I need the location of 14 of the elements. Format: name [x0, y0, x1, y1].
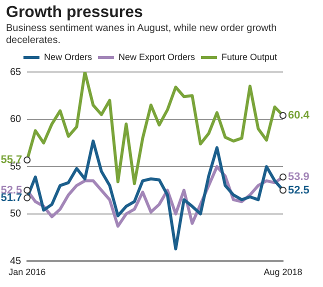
- x-tick-label: Aug 2018: [264, 267, 302, 278]
- annotation: 60.4: [288, 110, 310, 122]
- legend-label: Future Output: [221, 52, 278, 62]
- annotation: 53.9: [288, 171, 310, 184]
- legend-label: New Orders: [44, 52, 92, 62]
- y-tick-label: 45: [10, 256, 22, 267]
- legend-label: New Export Orders: [118, 52, 196, 62]
- chart-subtitle: Business sentiment wanes in August, while new order growth decelerates.: [6, 23, 278, 47]
- y-tick-label: 60: [10, 114, 22, 126]
- annotation: 52.5: [288, 184, 310, 196]
- y-tick-label: 65: [10, 66, 22, 78]
- chart-title: Growth pressures: [6, 4, 144, 22]
- x-tick-label: Jan 2016: [8, 267, 46, 278]
- y-tick-label: 50: [10, 208, 22, 220]
